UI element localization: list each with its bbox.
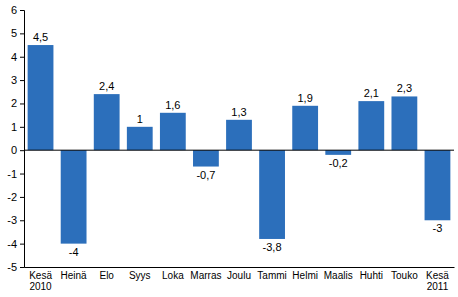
y-axis-line <box>20 11 25 268</box>
bar <box>325 150 351 155</box>
x-tick-label: Huhti <box>360 270 383 281</box>
data-label: 1,9 <box>298 92 313 104</box>
y-tick-label: 2 <box>11 97 17 109</box>
y-tick: 1 <box>11 121 24 133</box>
x-tick-label: Tammi <box>257 270 286 281</box>
y-tick-mark <box>20 220 24 221</box>
y-tick-mark <box>20 244 24 245</box>
data-label: 2,3 <box>397 82 412 94</box>
data-label: -0,7 <box>196 169 215 181</box>
y-tick-mark <box>20 127 24 128</box>
y-tick-mark <box>20 80 24 81</box>
y-tick-mark <box>20 10 24 11</box>
bar <box>358 101 384 150</box>
data-label: 4,5 <box>33 31 48 43</box>
x-tick: Maalis <box>324 267 353 281</box>
data-label: 2,4 <box>99 80 114 92</box>
y-tick-label: -3 <box>7 214 17 226</box>
bar <box>127 127 153 150</box>
data-label: -3,8 <box>263 241 282 253</box>
x-tick: Kesä2011 <box>426 267 449 292</box>
y-tick: 0 <box>11 144 24 156</box>
y-tick: 5 <box>11 27 24 39</box>
plot: -5 -4 -3 -2 -1 0 1 2 3 4 5 6 Kesä2010 Heinä Elo Syys Lok… <box>7 4 454 292</box>
bar <box>226 120 252 150</box>
data-label: 1 <box>137 113 143 125</box>
bar <box>193 150 219 166</box>
y-tick: 6 <box>11 4 24 16</box>
zero-line <box>24 150 454 151</box>
x-tick-label: Kesä2010 <box>29 270 52 292</box>
y-tick-mark <box>20 57 24 58</box>
data-label: -3 <box>433 222 443 234</box>
y-tick-label: 3 <box>11 74 17 86</box>
x-tick: Heinä <box>61 267 88 281</box>
bars <box>28 45 451 244</box>
x-tick: Elo <box>99 267 114 281</box>
y-tick-label: 6 <box>11 4 17 16</box>
x-axis-line <box>25 267 455 268</box>
y-axis: -5 -4 -3 -2 -1 0 1 2 3 4 5 6 <box>7 4 24 273</box>
y-tick-mark <box>20 33 24 34</box>
x-tick-label: Marras <box>190 270 221 281</box>
y-tick: 2 <box>11 97 24 109</box>
bar <box>28 45 54 150</box>
x-tick: Joulu <box>227 267 251 281</box>
x-tick: Touko <box>391 267 418 281</box>
y-tick: 3 <box>11 74 24 86</box>
y-tick-mark <box>20 150 24 151</box>
y-tick: -3 <box>7 214 24 226</box>
x-tick-label: Heinä <box>61 270 88 281</box>
y-tick-label: -4 <box>7 238 17 250</box>
x-tick-label: Kesä2011 <box>426 270 449 292</box>
bar <box>259 150 285 239</box>
x-tick-label: Loka <box>162 270 184 281</box>
data-labels: 4,5 -4 2,4 1 1,6 -0,7 1,3 -3,8 1,9 -0,2 2,1 2,3 -3 <box>33 31 442 258</box>
x-tick: Helmi <box>292 267 318 281</box>
data-label: -0,2 <box>329 157 348 169</box>
x-axis: Kesä2010 Heinä Elo Syys Loka Marras Joulu Tammi… <box>25 267 455 292</box>
y-tick-label: 1 <box>11 121 17 133</box>
x-tick: Syys <box>129 267 151 281</box>
y-tick-mark <box>20 103 24 104</box>
data-label: 2,1 <box>364 87 379 99</box>
y-tick-label: 0 <box>11 144 17 156</box>
bar <box>391 96 417 150</box>
bar <box>94 94 120 150</box>
data-label: 1,3 <box>231 106 246 118</box>
y-tick: -4 <box>7 238 24 250</box>
y-tick-label: 4 <box>11 51 17 63</box>
x-tick: Tammi <box>257 267 286 281</box>
x-tick-label: Elo <box>99 270 114 281</box>
chart: -5 -4 -3 -2 -1 0 1 2 3 4 5 6 Kesä2010 Heinä Elo Syys Lok… <box>0 0 458 297</box>
x-tick: Kesä2010 <box>29 267 52 292</box>
x-tick-label: Maalis <box>324 270 353 281</box>
y-tick-mark <box>20 267 24 268</box>
y-tick-label: -5 <box>7 261 17 273</box>
y-tick: -1 <box>7 168 24 180</box>
bar <box>160 113 186 150</box>
x-tick-label: Touko <box>391 270 418 281</box>
x-tick: Loka <box>162 267 184 281</box>
x-tick-label: Syys <box>129 270 151 281</box>
bar <box>61 150 87 243</box>
data-label: 1,6 <box>165 99 180 111</box>
y-tick: -5 <box>7 261 24 273</box>
x-tick: Marras <box>190 267 221 281</box>
y-tick-label: 5 <box>11 27 17 39</box>
y-tick-label: -2 <box>7 191 17 203</box>
y-tick-label: -1 <box>7 168 17 180</box>
y-tick-mark <box>20 174 24 175</box>
y-tick: 4 <box>11 51 24 63</box>
bar <box>292 106 318 150</box>
bar <box>425 150 451 220</box>
data-label: -4 <box>69 246 79 258</box>
x-tick: Huhti <box>360 267 383 281</box>
x-tick-label: Joulu <box>227 270 251 281</box>
x-tick-label: Helmi <box>292 270 318 281</box>
y-tick: -2 <box>7 191 24 203</box>
y-tick-mark <box>20 197 24 198</box>
